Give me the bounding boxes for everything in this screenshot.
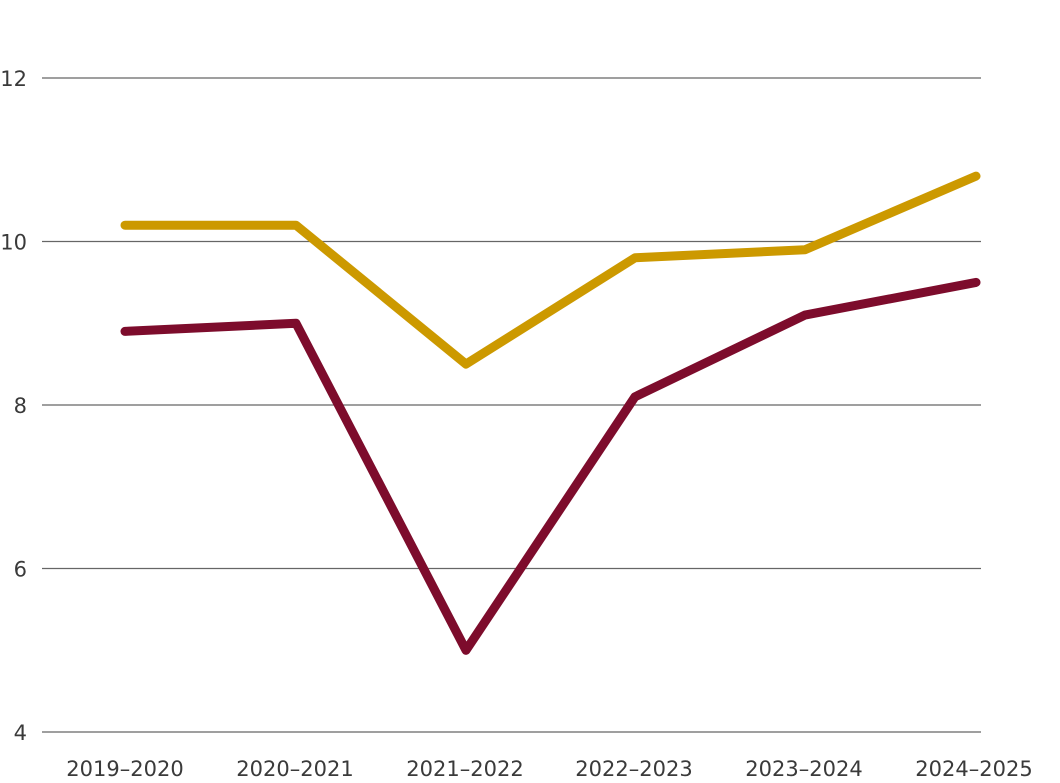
series-line-2 [120, 277, 981, 655]
x-tick-label: 2019–2020 [66, 757, 183, 781]
series-lines [120, 171, 981, 655]
y-tick-label: 4 [14, 721, 27, 745]
series-line-1 [120, 171, 981, 369]
y-axis-ticks: 4 6 8 10 12 [0, 67, 27, 745]
x-tick-label: 2020–2021 [236, 757, 353, 781]
y-tick-label: 6 [14, 558, 27, 582]
y-tick-label: 8 [14, 394, 27, 418]
x-axis-ticks: 2019–2020 2020–2021 2021–2022 2022–2023 2023… [66, 757, 1032, 781]
x-tick-label: 2024–2025 [915, 757, 1032, 781]
y-tick-label: 10 [0, 231, 27, 255]
gridlines [42, 77, 981, 733]
x-tick-label: 2022–2023 [575, 757, 692, 781]
x-tick-label: 2023–2024 [745, 757, 862, 781]
x-tick-label: 2021–2022 [406, 757, 523, 781]
y-tick-label: 12 [0, 67, 27, 91]
